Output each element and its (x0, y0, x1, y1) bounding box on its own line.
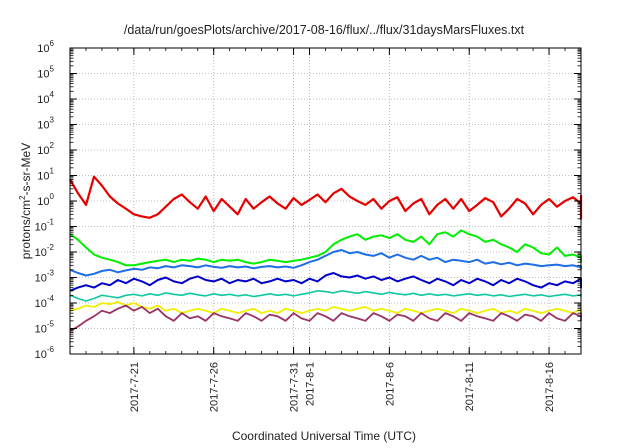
y-tick-label-base: 10 (37, 94, 49, 106)
y-tick-label-base: 10 (37, 43, 49, 55)
y-tick-label: 104 (37, 90, 54, 106)
y-tick-label: 100 (37, 192, 54, 208)
x-tick-label: 2017-7-21 (129, 362, 141, 412)
y-tick-label-base: 10 (35, 349, 47, 361)
x-tick-label: 2017-8-11 (464, 362, 476, 411)
x-tick-label: 2017-7-26 (209, 362, 221, 412)
y-tick-label-exp: 0 (50, 192, 55, 201)
y-axis-label: protons/cm2-s-sr-MeV (18, 143, 33, 259)
y-axis-label-rest: -s-sr-MeV (19, 143, 33, 196)
series-line-7 (69, 304, 582, 332)
x-tick-label: 2017-8-16 (544, 362, 556, 412)
y-tick-label-base: 10 (37, 171, 49, 183)
y-tick-label-base: 10 (35, 324, 47, 336)
y-axis-label-sup: 2 (18, 195, 27, 200)
y-tick-label-exp: 6 (50, 39, 55, 48)
chart-title: /data/run/goesPlots/archive/2017-08-16/f… (124, 23, 525, 37)
y-tick-label-exp: -1 (47, 218, 55, 227)
y-tick-label: 10-2 (35, 243, 55, 259)
y-tick-label: 103 (37, 116, 54, 132)
y-tick-label-exp: -4 (47, 294, 55, 303)
x-tick-label: 2017-8-6 (384, 362, 396, 406)
series-layer (69, 175, 583, 332)
series-line-4 (69, 272, 582, 292)
x-axis-ticks: 2017-7-21 2017-7-26 2017-7-31 2017-8-1 2017-… (85, 48, 566, 412)
y-tick-label-base: 10 (35, 222, 47, 234)
y-tick-label-base: 10 (35, 273, 47, 285)
y-tick-label: 102 (37, 141, 54, 157)
y-tick-label-exp: 4 (50, 90, 55, 99)
y-tick-label-exp: 1 (50, 167, 55, 176)
y-tick-label: 106 (37, 39, 54, 55)
y-tick-label-base: 10 (37, 120, 49, 132)
y-tick-label-exp: -5 (47, 320, 55, 329)
y-tick-label-base: 10 (35, 298, 47, 310)
y-tick-label-base: 10 (37, 196, 49, 208)
y-tick-label-base: 10 (37, 145, 49, 157)
y-tick-label: 10-1 (35, 218, 55, 234)
y-tick-label-exp: 2 (50, 141, 55, 150)
y-tick-label-base: 10 (37, 69, 49, 81)
y-tick-label: 10-4 (35, 294, 55, 310)
x-tick-label: 2017-7-31 (289, 362, 301, 412)
y-tick-label: 10-6 (35, 345, 55, 361)
y-tick-label: 10-3 (35, 269, 55, 285)
x-axis-label: Coordinated Universal Time (UTC) (232, 429, 416, 443)
y-axis-ticks: 10-610-510-410-310-210-11001011021031041… (35, 39, 581, 361)
series-line-1 (69, 175, 583, 220)
y-tick-label-exp: -3 (47, 269, 55, 278)
y-tick-label: 101 (37, 167, 54, 183)
y-tick-label: 105 (37, 65, 54, 81)
y-tick-label-exp: -6 (47, 345, 55, 354)
y-tick-label-base: 10 (35, 247, 47, 259)
y-axis-label-base: protons/cm (19, 200, 33, 259)
y-tick-label-exp: 3 (50, 116, 55, 125)
y-tick-label: 10-5 (35, 320, 55, 336)
series-line-2 (69, 229, 582, 267)
y-tick-label-exp: -2 (47, 243, 55, 252)
series-line-5 (69, 289, 582, 302)
x-tick-label: 2017-8-1 (305, 362, 317, 406)
y-tick-label-exp: 5 (50, 65, 55, 74)
